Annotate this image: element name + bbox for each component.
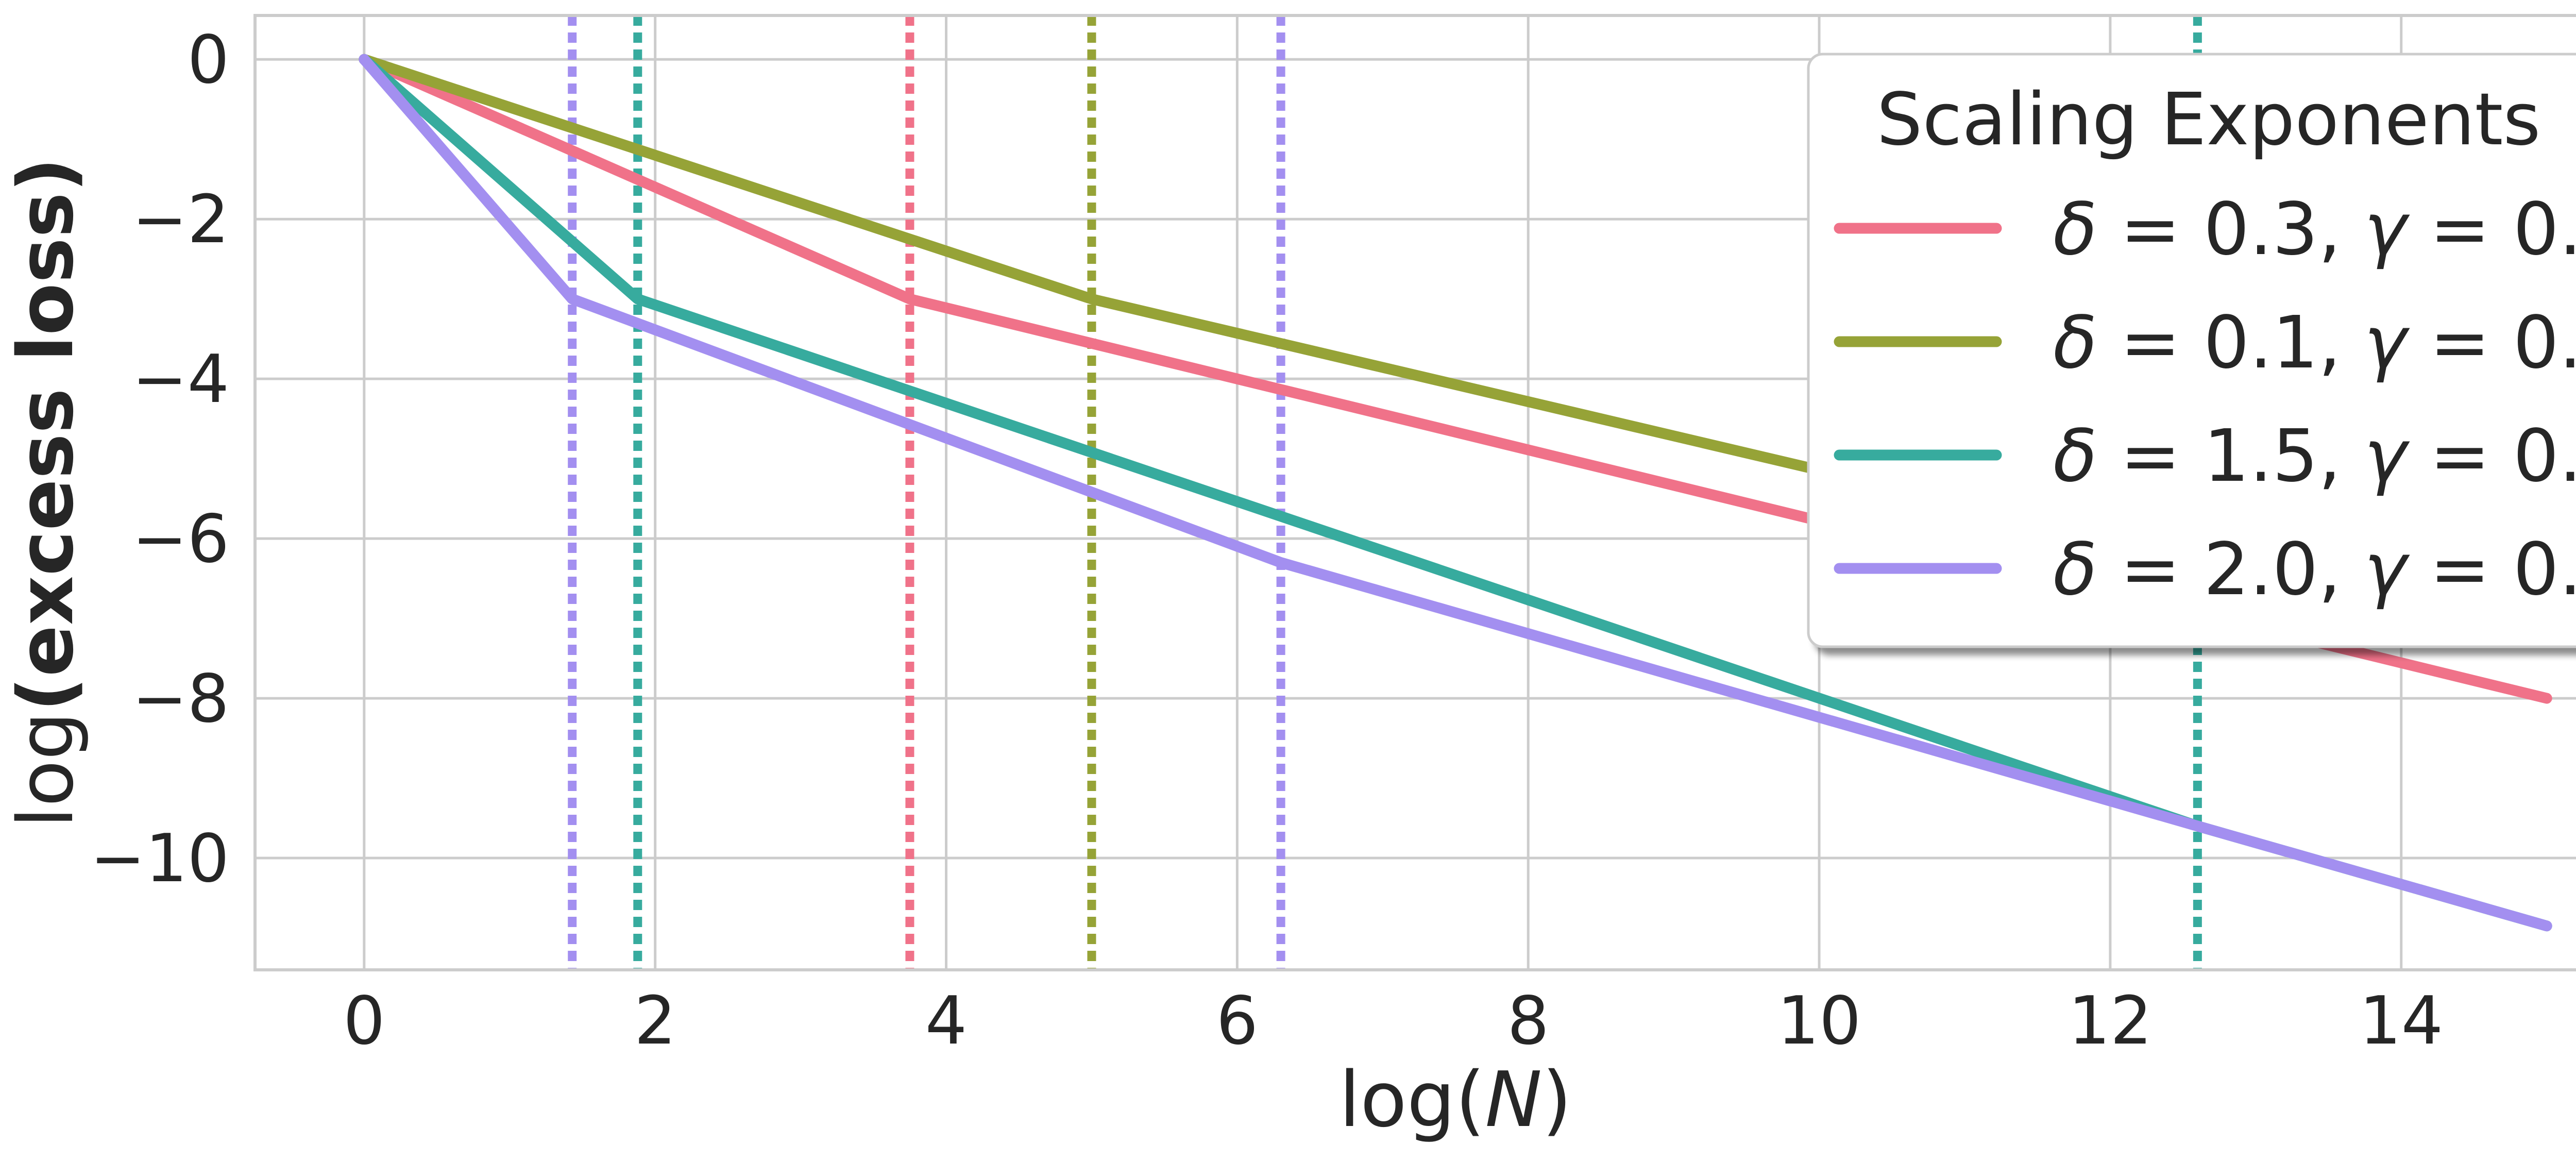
legend-label: δ = 2.0, γ = 0.1 [2053, 528, 2576, 612]
series-line [359, 54, 2116, 544]
legend-label-part: δ [2053, 414, 2097, 498]
y-axis-label-prefix: log [2, 712, 90, 828]
legend-label-part: = 0.1 [2406, 414, 2576, 498]
x-tick-label: 0 [343, 983, 385, 1060]
y-tick-label: 0 [188, 22, 229, 98]
y-tick-label: −2 [132, 181, 229, 258]
series-line [359, 54, 2552, 932]
legend-label-part: = 1.5, [2097, 414, 2364, 498]
legend-label-part: δ [2053, 188, 2097, 272]
y-axis-label: log(excess loss) [2, 157, 90, 828]
legend-box [1807, 53, 2576, 648]
x-tick-labels: 0 2 4 6 8 10 12 14 [343, 983, 2443, 1060]
legend-label-part: = 2.0, [2097, 528, 2364, 612]
x-tick-label: 10 [1777, 983, 1861, 1060]
x-tick-label: 8 [1507, 983, 1549, 1060]
x-axis-label-suffix: ) [1542, 1055, 1572, 1144]
legend-label-part: = 0.3, [2097, 188, 2364, 272]
legend-label-part: γ [2364, 528, 2410, 612]
legend-label-part: γ [2364, 188, 2410, 272]
y-tick-label: −10 [90, 820, 229, 897]
legend-label: δ = 1.5, γ = 0.1 [2053, 414, 2576, 498]
y-tick-label: −6 [132, 501, 229, 578]
legend-label-part: = 0.5 [2406, 188, 2576, 272]
x-tick-label: 6 [1216, 983, 1258, 1060]
legend-entries: δ = 0.3, γ = 0.5δ = 0.1, γ = 0.5δ = 1.5,… [1834, 188, 2576, 612]
legend-label-part: δ [2053, 301, 2097, 385]
legend-title: Scaling Exponents [1877, 78, 2541, 162]
x-axis-label: log(N) [1339, 1055, 1572, 1144]
y-tick-labels: 0 −2 −4 −6 −8 −10 [90, 22, 229, 897]
legend: Scaling Exponents δ = 0.3, γ = 0.5δ = 0.… [1807, 53, 2576, 648]
x-axis-label-variable: N [1485, 1055, 1542, 1144]
x-tick-label: 12 [2068, 983, 2152, 1060]
legend-label: δ = 0.1, γ = 0.5 [2053, 301, 2576, 385]
x-tick-label: 14 [2359, 983, 2443, 1060]
plot-frame [253, 14, 2576, 971]
x-axis-label-prefix: log( [1339, 1055, 1485, 1144]
legend-label-part: γ [2364, 414, 2410, 498]
legend-label-part: = 0.5 [2406, 301, 2576, 385]
legend-label-part: = 0.1, [2097, 301, 2364, 385]
x-tick-label: 2 [634, 983, 676, 1060]
legend-label-part: δ [2053, 528, 2097, 612]
y-tick-label: −4 [132, 341, 229, 418]
legend-label-part: = 0.1 [2406, 528, 2576, 612]
legend-label: δ = 0.3, γ = 0.5 [2053, 188, 2576, 272]
y-tick-label: −8 [132, 661, 229, 737]
legend-label-part: γ [2364, 301, 2410, 385]
x-tick-label: 4 [925, 983, 967, 1060]
y-axis-label-bold: (excess loss) [2, 157, 90, 712]
